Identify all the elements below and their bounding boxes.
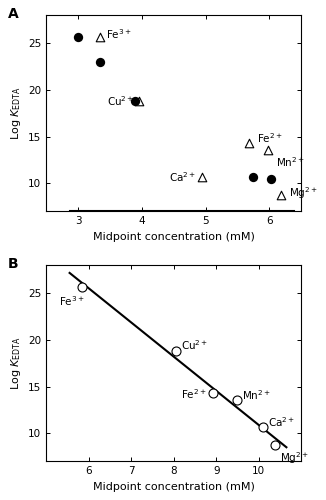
Point xyxy=(133,97,138,105)
X-axis label: Midpoint concentration (mM): Midpoint concentration (mM) xyxy=(93,232,255,241)
Text: Cu$^{2+}$: Cu$^{2+}$ xyxy=(107,94,134,108)
Y-axis label: Log $\it{K}_\mathrm{EDTA}$: Log $\it{K}_\mathrm{EDTA}$ xyxy=(8,86,22,140)
Point xyxy=(173,347,179,355)
X-axis label: Midpoint concentration (mM): Midpoint concentration (mM) xyxy=(93,482,255,492)
Point xyxy=(98,33,103,41)
Text: Mg$^{2+}$: Mg$^{2+}$ xyxy=(289,185,318,200)
Text: A: A xyxy=(8,8,19,22)
Point xyxy=(246,139,252,147)
Point xyxy=(268,174,273,182)
Text: Fe$^{3+}$: Fe$^{3+}$ xyxy=(59,294,85,308)
Point xyxy=(265,146,271,154)
Point xyxy=(260,422,266,430)
Point xyxy=(278,192,284,200)
Point xyxy=(234,396,239,404)
Point xyxy=(76,33,81,41)
Point xyxy=(272,442,277,450)
Text: Fe$^{2+}$: Fe$^{2+}$ xyxy=(257,131,283,145)
Y-axis label: Log $\it{K}_\mathrm{EDTA}$: Log $\it{K}_\mathrm{EDTA}$ xyxy=(8,336,22,390)
Text: Mn$^{2+}$: Mn$^{2+}$ xyxy=(242,388,271,402)
Text: B: B xyxy=(8,258,19,272)
Point xyxy=(210,389,215,397)
Point xyxy=(200,172,205,180)
Text: Ca$^{2+}$: Ca$^{2+}$ xyxy=(169,170,196,183)
Text: Mg$^{2+}$: Mg$^{2+}$ xyxy=(280,450,309,466)
Text: Fe$^{3+}$: Fe$^{3+}$ xyxy=(106,27,131,41)
Point xyxy=(136,97,141,105)
Point xyxy=(80,283,85,291)
Text: Ca$^{2+}$: Ca$^{2+}$ xyxy=(268,415,295,429)
Point xyxy=(251,172,256,180)
Point xyxy=(98,58,103,66)
Text: Fe$^{2+}$: Fe$^{2+}$ xyxy=(181,387,207,401)
Text: Mn$^{2+}$: Mn$^{2+}$ xyxy=(276,156,305,169)
Text: Cu$^{2+}$: Cu$^{2+}$ xyxy=(181,338,208,352)
